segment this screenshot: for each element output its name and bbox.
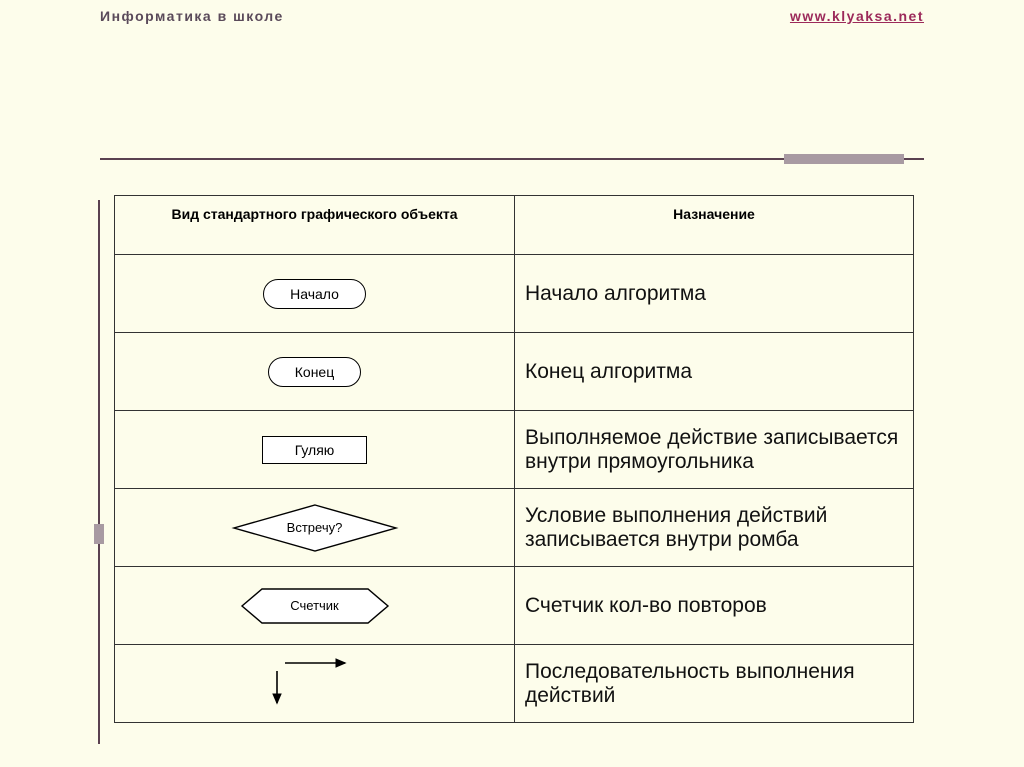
shape-cell: Счетчик [115, 567, 515, 645]
page-header: Информатика в школе www.klyaksa.net [0, 0, 1024, 24]
table-header-desc: Назначение [515, 196, 914, 255]
desc-cell: Условие выполнения действий записывается… [515, 489, 914, 567]
table-row: Конец Конец алгоритма [115, 333, 914, 411]
desc-cell: Счетчик кол-во повторов [515, 567, 914, 645]
header-title: Информатика в школе [100, 8, 284, 24]
shape-cell: Конец [115, 333, 515, 411]
table-row: Встречу? Условие выполнения действий зап… [115, 489, 914, 567]
decision-shape: Встречу? [230, 503, 400, 553]
decision-label: Встречу? [287, 520, 343, 535]
header-link[interactable]: www.klyaksa.net [790, 8, 924, 24]
desc-cell: Начало алгоритма [515, 255, 914, 333]
left-ornament-line [98, 544, 100, 744]
shape-cell: Встречу? [115, 489, 515, 567]
desc-cell: Выполняемое действие записывается внутри… [515, 411, 914, 489]
shape-cell: Гуляю [115, 411, 515, 489]
process-shape: Гуляю [262, 436, 368, 464]
arrows-icon [255, 651, 375, 711]
shape-cell [115, 645, 515, 723]
divider-accent [784, 154, 904, 164]
terminator-start-shape: Начало [263, 279, 366, 309]
desc-cell: Конец алгоритма [515, 333, 914, 411]
table-row: Начало Начало алгоритма [115, 255, 914, 333]
table-header-row: Вид стандартного графического объекта На… [115, 196, 914, 255]
loop-label: Счетчик [290, 598, 339, 613]
loop-shape: Счетчик [240, 587, 390, 625]
terminator-end-shape: Конец [268, 357, 361, 387]
divider [0, 154, 1024, 164]
table-row: Гуляю Выполняемое действие записывается … [115, 411, 914, 489]
arrows-shape [255, 651, 375, 706]
table-row: Последовательность выполнения действий [115, 645, 914, 723]
desc-cell: Последовательность выполнения действий [515, 645, 914, 723]
table-header-shape: Вид стандартного графического объекта [115, 196, 515, 255]
shape-cell: Начало [115, 255, 515, 333]
flowchart-table: Вид стандартного графического объекта На… [114, 195, 914, 723]
left-ornament-icon [94, 524, 104, 544]
table-row: Счетчик Счетчик кол-во повторов [115, 567, 914, 645]
left-ornament-line [98, 200, 100, 524]
